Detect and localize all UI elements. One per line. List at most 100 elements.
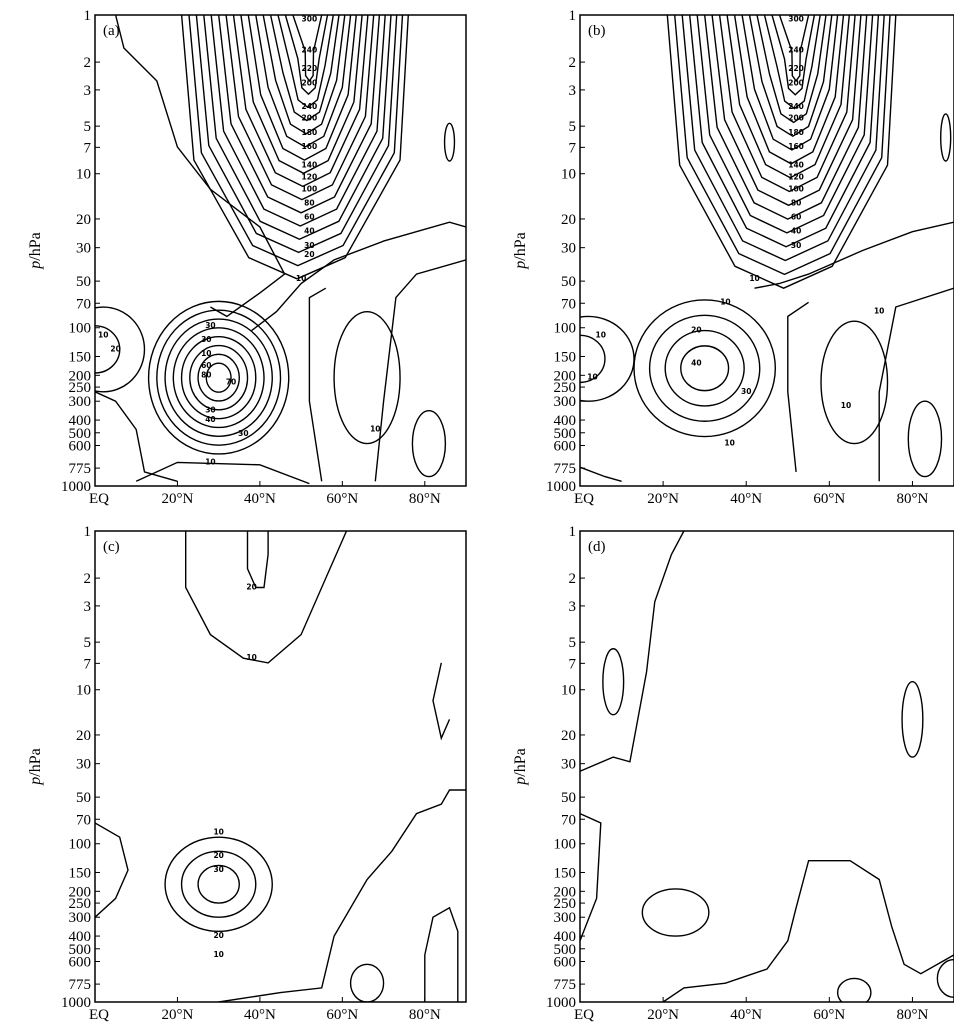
- contour-value-label: 10: [841, 401, 851, 410]
- contour-line: [663, 861, 954, 1002]
- x-tick-label: 60°N: [813, 491, 845, 507]
- contour-line: [580, 467, 622, 481]
- y-tick-label: 300: [69, 394, 92, 410]
- y-tick-label: 50: [76, 790, 91, 806]
- contour-value-label: 10: [201, 349, 211, 358]
- y-tick-label: 20: [76, 212, 91, 228]
- tropospheric-jet-contour: [665, 331, 744, 406]
- contour-value-label: 200: [302, 114, 318, 123]
- contour-layer: [580, 531, 954, 1007]
- contour-value-label: 80: [201, 370, 211, 379]
- contour-value-label: 200: [788, 114, 804, 123]
- y-tick-label: 50: [561, 790, 576, 806]
- contour-value-label: 20: [246, 583, 256, 592]
- x-tick-label: 40°N: [730, 1007, 762, 1023]
- y-tick-label: 70: [561, 812, 576, 828]
- y-tick-label: 2: [569, 571, 577, 587]
- x-tick-label: 60°N: [813, 1007, 845, 1023]
- contour-value-label: 300: [302, 15, 318, 24]
- contour-line: [219, 790, 466, 1002]
- contour-value-label: 180: [788, 128, 804, 137]
- contour-value-label: 200: [302, 78, 318, 87]
- contour-value-label: 20: [691, 326, 701, 335]
- contour-value-label: 10: [874, 307, 884, 316]
- x-tick-label: 40°N: [244, 491, 276, 507]
- contour-value-label: 30: [205, 321, 215, 330]
- y-tick-label: 10: [76, 167, 91, 183]
- contour-value-label: 20: [213, 851, 223, 860]
- contour-value-label: 240: [302, 102, 318, 111]
- contour-line: [425, 908, 458, 1002]
- contour-line: [941, 114, 951, 161]
- contour-value-label: 10: [213, 950, 223, 959]
- contour-value-label: 100: [302, 184, 318, 193]
- plot-frame: [580, 531, 954, 1002]
- x-tick-label: 80°N: [897, 491, 929, 507]
- y-tick-label: 7: [84, 140, 92, 156]
- tropospheric-jet-contour: [182, 337, 256, 419]
- panel-label: (d): [588, 539, 606, 555]
- contour-value-label: 240: [788, 102, 804, 111]
- contour-layer: [95, 531, 466, 1002]
- contour-layer: [62, 15, 466, 484]
- y-tick-label: 300: [554, 394, 577, 410]
- x-tick-label: 80°N: [409, 491, 441, 507]
- contour-value-label: 140: [788, 161, 804, 170]
- tropospheric-jet-contour: [149, 301, 289, 454]
- contour-line: [908, 401, 941, 476]
- contour-value-label: 10: [724, 439, 734, 448]
- y-tick-label: 100: [69, 837, 92, 853]
- contour-value-label: 30: [201, 335, 211, 344]
- y-tick-label: 7: [84, 656, 92, 672]
- contour-line: [937, 960, 954, 998]
- y-tick-label: 600: [554, 438, 577, 454]
- y-tick-label: 1000: [546, 479, 576, 495]
- y-tick-label: 100: [554, 321, 577, 337]
- x-tick-label: EQ: [574, 491, 594, 507]
- tropospheric-jet-contour: [157, 310, 281, 445]
- contour-line: [879, 288, 954, 481]
- y-tick-label: 775: [69, 461, 92, 477]
- contour-value-label: 160: [302, 142, 318, 151]
- x-tick-label: 40°N: [244, 1007, 276, 1023]
- x-tick-label: 60°N: [326, 491, 358, 507]
- y-tick-label: 20: [561, 728, 576, 744]
- contour-value-label: 30: [205, 406, 215, 415]
- plot-frame: [95, 531, 466, 1002]
- contour-value-label: 10: [296, 274, 306, 283]
- y-tick-label: 7: [569, 656, 577, 672]
- contour-line: [248, 531, 269, 588]
- plot-frame: [580, 15, 954, 486]
- contour-value-label: 200: [788, 78, 804, 87]
- y-tick-label: 10: [561, 167, 576, 183]
- y-tick-label: 150: [69, 865, 92, 881]
- contour-layer: [543, 15, 954, 481]
- contour-line: [902, 682, 923, 757]
- y-tick-label: 1: [569, 524, 577, 540]
- y-tick-label: 10: [76, 683, 91, 699]
- y-tick-label: 775: [554, 461, 577, 477]
- contour-value-label: 60: [791, 213, 801, 222]
- contour-value-label: 160: [788, 142, 804, 151]
- y-tick-label: 3: [84, 83, 92, 99]
- contour-value-label: 140: [302, 161, 318, 170]
- y-tick-label: 775: [69, 977, 92, 993]
- y-tick-label: 100: [554, 837, 577, 853]
- contour-value-label: 240: [302, 45, 318, 54]
- contour-line: [580, 814, 601, 941]
- contour-line: [351, 964, 384, 1002]
- y-tick-label: 600: [69, 438, 92, 454]
- contour-value-label: 10: [596, 330, 606, 339]
- y-axis-title: p/hPa: [27, 232, 44, 269]
- y-tick-label: 1000: [61, 995, 91, 1011]
- x-tick-label: 80°N: [897, 1007, 929, 1023]
- contour-value-label: 40: [791, 227, 801, 236]
- y-tick-label: 70: [76, 296, 91, 312]
- contour-value-label: 300: [788, 15, 804, 24]
- contour-value-label: 60: [201, 361, 211, 370]
- y-tick-label: 1000: [61, 479, 91, 495]
- contour-line: [136, 462, 309, 483]
- y-tick-label: 3: [569, 83, 577, 99]
- contour-value-label: 10: [370, 424, 380, 433]
